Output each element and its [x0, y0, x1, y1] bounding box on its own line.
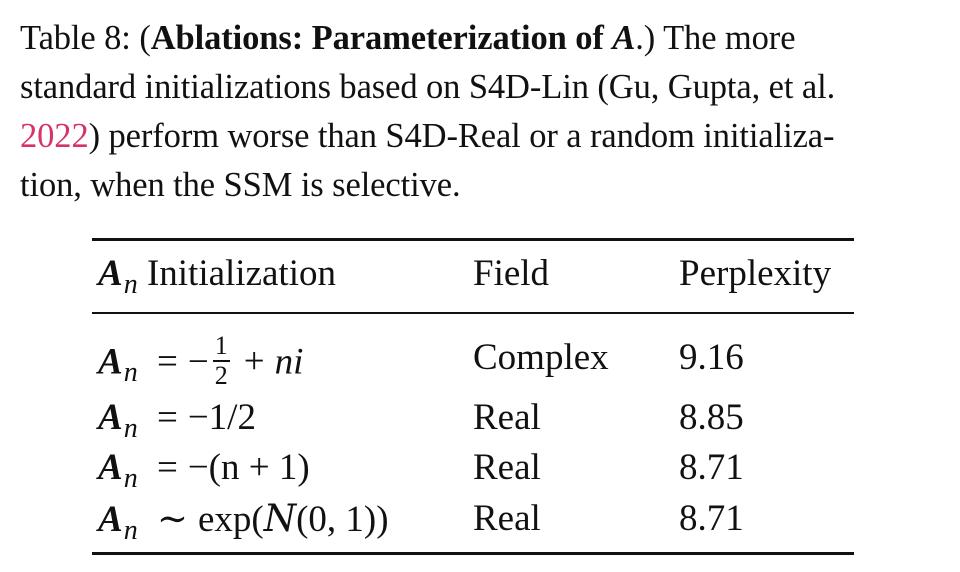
- row-4-subscript: n: [123, 515, 138, 546]
- header-initialization: An Initialization: [98, 253, 336, 301]
- row-2-symbol: A: [98, 397, 123, 438]
- row-3-initialization: An = −(n + 1): [98, 447, 310, 495]
- header-init-label: Initialization: [146, 253, 336, 294]
- caption-line-1: Table 8: (Ablations: Parameterization of…: [20, 19, 796, 57]
- caption-bold-title: Ablations: Parameterization of A: [150, 19, 636, 57]
- row-2-initialization: An = −1/2: [98, 397, 256, 445]
- caption-line3-rest: ) perform worse than S4D-Real or a rando…: [88, 117, 835, 155]
- row-1-numerator: 1: [214, 331, 228, 360]
- table-mid-rule: [92, 312, 854, 314]
- row-4-symbol: A: [98, 499, 123, 540]
- caption-line1-end: .) The more: [635, 19, 796, 57]
- table-bottom-rule: [92, 552, 854, 555]
- table-caption: Table 8: (Ablations: Parameterization of…: [20, 14, 944, 210]
- row-2-expression: −1/2: [187, 397, 256, 438]
- caption-line-4: tion, when the SSM is selective.: [20, 166, 461, 204]
- row-4-expr-pre: exp(: [197, 499, 264, 540]
- fraction-bar: [212, 360, 230, 362]
- row-2-field: Real: [473, 397, 541, 438]
- header-subscript: n: [123, 269, 138, 300]
- row-3-operator: =: [156, 447, 178, 488]
- header-perplexity: Perplexity: [679, 253, 832, 294]
- row-3-subscript: n: [123, 463, 138, 494]
- row-3-symbol: A: [98, 447, 123, 488]
- row-1-suffix: ni: [274, 341, 304, 383]
- row-1-plus: +: [243, 341, 265, 383]
- row-2-subscript: n: [123, 413, 138, 444]
- row-4-expr-post: (0, 1)): [296, 499, 389, 540]
- row-3-expression: −(n + 1): [187, 447, 310, 488]
- row-3-perplexity: 8.71: [679, 447, 744, 488]
- ablation-table: An Initialization Field Perplexity An = −…: [92, 238, 854, 558]
- row-4-operator: ∼: [156, 499, 188, 540]
- row-1-denominator: 2: [214, 361, 228, 390]
- row-2-perplexity: 8.85: [679, 397, 744, 438]
- caption-line-2: standard initializations based on S4D-Li…: [20, 68, 836, 106]
- row-3-field: Real: [473, 447, 541, 488]
- row-1-perplexity: 9.16: [679, 337, 744, 378]
- row-1-symbol: A: [98, 341, 123, 383]
- citation-link[interactable]: 2022: [20, 117, 89, 155]
- row-1-field: Complex: [473, 337, 609, 378]
- row-4-initialization: An ∼ exp(N(0, 1)): [98, 497, 389, 547]
- caption-line-3: 2022) perform worse than S4D-Real or a r…: [20, 112, 944, 161]
- row-4-perplexity: 8.71: [679, 498, 744, 539]
- table-top-rule: [92, 238, 854, 241]
- row-4-normal-symbol: N: [263, 497, 297, 540]
- row-1-prefix: −: [187, 341, 209, 383]
- row-1-operator: =: [156, 341, 178, 383]
- row-1-initialization: An = −1 2 + ni: [98, 333, 304, 392]
- row-2-operator: =: [156, 397, 178, 438]
- caption-label: Table 8:: [20, 19, 131, 57]
- caption-bold-symbol: A: [612, 19, 636, 57]
- header-field: Field: [473, 253, 550, 294]
- header-symbol: A: [98, 253, 123, 294]
- row-1-subscript: n: [123, 357, 138, 389]
- row-4-field: Real: [473, 498, 541, 539]
